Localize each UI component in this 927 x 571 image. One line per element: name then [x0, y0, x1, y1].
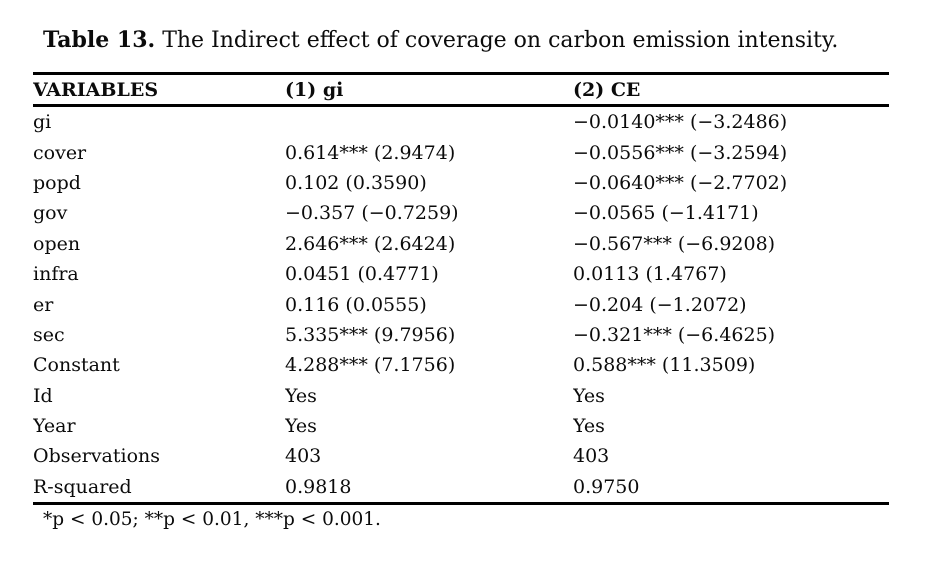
table-row: er 0.116 (0.0555) −0.204 (−1.2072)	[33, 289, 889, 319]
table-caption-text: The Indirect effect of coverage on carbo…	[162, 28, 839, 53]
table-row: Constant 4.288*** (7.1756) 0.588*** (11.…	[33, 350, 889, 380]
cell-model1: 0.116 (0.0555)	[285, 293, 427, 316]
cell-model2: −0.0556*** (−3.2594)	[573, 141, 788, 164]
table-caption: Table 13. The Indirect effect of coverag…	[43, 26, 838, 55]
cell-model2: −0.0140*** (−3.2486)	[573, 111, 788, 134]
row-label: cover	[33, 141, 87, 164]
row-label: er	[33, 293, 54, 316]
row-label: infra	[33, 263, 79, 286]
table-row: infra 0.0451 (0.4771) 0.0113 (1.4767)	[33, 259, 889, 289]
table-row: open 2.646*** (2.6424) −0.567*** (−6.920…	[33, 229, 889, 259]
cell-model2: 0.588*** (11.3509)	[573, 354, 756, 377]
row-label: R-squared	[33, 471, 285, 506]
row-label: sec	[33, 323, 65, 346]
row-label: gi	[33, 111, 52, 134]
cell-model1: 0.9818	[285, 471, 573, 506]
regression-table: VARIABLES (1) gi (2) CE gi −0.0140*** (−…	[33, 72, 889, 506]
table-caption-number: Table 13.	[43, 27, 156, 53]
row-label: Id	[33, 384, 53, 407]
table-row: Year Yes Yes	[33, 411, 889, 441]
cell-model2: −0.321*** (−6.4625)	[573, 323, 776, 346]
table-row: gi −0.0140*** (−3.2486)	[33, 106, 889, 138]
cell-model1: Yes	[285, 384, 317, 407]
row-label: Observations	[33, 445, 161, 468]
cell-model1: 403	[285, 445, 322, 468]
cell-model1: 0.102 (0.3590)	[285, 171, 427, 194]
col-header-model2-ce: (2) CE	[573, 73, 889, 107]
col-header-model1-gi: (1) gi	[285, 73, 573, 107]
cell-model2: −0.0565 (−1.4171)	[573, 202, 759, 225]
table-row: cover 0.614*** (2.9474) −0.0556*** (−3.2…	[33, 137, 889, 167]
cell-model2: −0.567*** (−6.9208)	[573, 232, 776, 255]
row-label: gov	[33, 202, 68, 225]
row-label: open	[33, 232, 81, 255]
table-row: sec 5.335*** (9.7956) −0.321*** (−6.4625…	[33, 320, 889, 350]
row-label: Year	[33, 415, 76, 438]
table-row: popd 0.102 (0.3590) −0.0640*** (−2.7702)	[33, 168, 889, 198]
row-label: popd	[33, 171, 81, 194]
table-row: Observations 403 403	[33, 441, 889, 471]
cell-model2: 403	[573, 445, 610, 468]
col-header-variables: VARIABLES	[33, 73, 285, 107]
cell-model1: 2.646*** (2.6424)	[285, 232, 456, 255]
cell-model1: 5.335*** (9.7956)	[285, 323, 456, 346]
header-row: VARIABLES (1) gi (2) CE	[33, 73, 889, 107]
cell-model1: −0.357 (−0.7259)	[285, 202, 459, 225]
cell-model1: 0.614*** (2.9474)	[285, 141, 456, 164]
cell-model1: Yes	[285, 415, 317, 438]
table-header: VARIABLES (1) gi (2) CE	[33, 73, 889, 107]
cell-model2: −0.0640*** (−2.7702)	[573, 171, 788, 194]
cell-model2: 0.9750	[573, 471, 889, 506]
cell-model2: Yes	[573, 384, 605, 407]
cell-model2: −0.204 (−1.2072)	[573, 293, 747, 316]
cell-model1: 0.0451 (0.4771)	[285, 263, 439, 286]
table-body: gi −0.0140*** (−3.2486) cover 0.614*** (…	[33, 106, 889, 506]
cell-model2: 0.0113 (1.4767)	[573, 263, 727, 286]
table-row: gov −0.357 (−0.7259) −0.0565 (−1.4171)	[33, 198, 889, 228]
cell-model2: Yes	[573, 415, 605, 438]
table-row: Id Yes Yes	[33, 381, 889, 411]
significance-footnote: *p < 0.05; **p < 0.01, ***p < 0.001.	[43, 509, 381, 530]
cell-model1: 4.288*** (7.1756)	[285, 354, 456, 377]
row-label: Constant	[33, 354, 120, 377]
table-row: R-squared 0.9818 0.9750	[33, 471, 889, 506]
cell-model1	[285, 106, 573, 138]
